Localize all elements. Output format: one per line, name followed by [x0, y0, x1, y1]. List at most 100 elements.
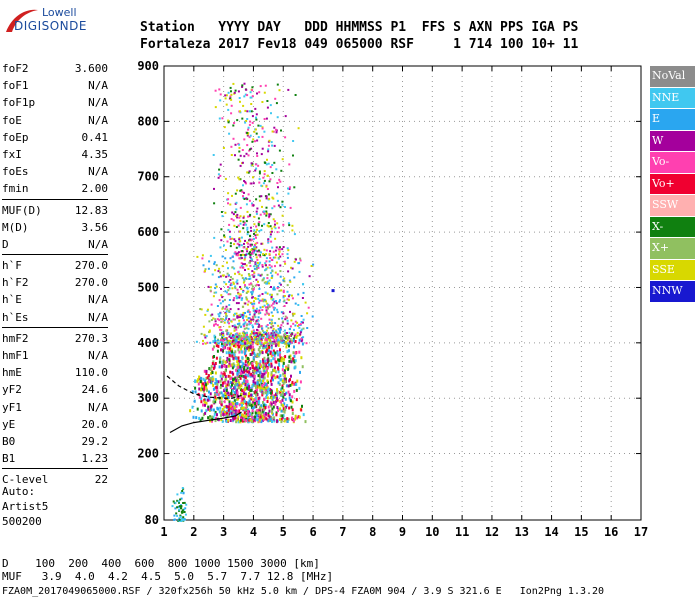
echo-point — [237, 316, 240, 319]
echo-point — [271, 420, 273, 423]
echo-point — [179, 515, 182, 518]
echo-point — [276, 83, 279, 86]
echo-point — [209, 286, 212, 289]
echo-point — [245, 247, 248, 250]
echo-point — [198, 387, 201, 391]
echo-point — [213, 355, 215, 358]
echo-point — [220, 287, 222, 290]
echo-point — [268, 139, 271, 142]
echo-point — [241, 406, 244, 410]
echo-point — [234, 350, 237, 354]
echo-point — [300, 340, 303, 343]
echo-point — [243, 375, 246, 379]
echo-point — [275, 395, 278, 398]
echo-point — [235, 295, 238, 298]
echo-point — [223, 405, 226, 409]
echo-point — [260, 420, 263, 424]
echo-point — [179, 507, 182, 510]
echo-point — [217, 176, 220, 179]
echo-point — [213, 262, 216, 265]
echo-point — [275, 330, 278, 333]
echo-point — [245, 380, 248, 384]
echo-point — [277, 324, 280, 327]
echo-point — [262, 376, 265, 380]
param-label: fxI — [2, 147, 22, 161]
echo-point — [259, 415, 262, 419]
echo-point — [246, 303, 249, 306]
echo-point — [221, 336, 224, 340]
echo-point — [233, 238, 236, 241]
echo-point — [238, 257, 241, 260]
echo-point — [247, 408, 250, 412]
echo-point — [263, 298, 266, 301]
echo-point — [245, 415, 247, 418]
echo-point — [270, 415, 273, 419]
echo-point — [277, 256, 280, 259]
echo-point — [276, 287, 279, 290]
echo-point — [200, 397, 203, 401]
echo-point — [220, 329, 223, 332]
echo-point — [243, 377, 246, 380]
echo-point — [258, 91, 261, 94]
echo-point — [280, 339, 283, 342]
echo-point — [240, 334, 243, 338]
echo-point — [222, 360, 225, 364]
echo-point — [279, 348, 281, 352]
echo-point — [250, 229, 253, 232]
echo-point — [261, 298, 264, 301]
echo-point — [234, 412, 237, 416]
echo-point — [293, 312, 296, 315]
echo-point — [249, 244, 252, 247]
echo-point — [234, 272, 236, 275]
echo-point — [260, 317, 263, 320]
echo-point — [209, 392, 212, 396]
echo-point — [240, 337, 243, 340]
echo-point — [258, 172, 261, 175]
echo-point — [255, 319, 258, 322]
echo-point — [239, 189, 242, 192]
echo-point — [204, 411, 207, 415]
echo-point — [259, 407, 262, 411]
header-values: Fortaleza 2017 Fev18 049 065000 RSF 1 71… — [140, 37, 579, 52]
echo-point — [222, 332, 225, 335]
echo-point — [291, 395, 294, 399]
echo-point — [269, 104, 272, 107]
echo-point — [270, 297, 273, 300]
echo-point — [240, 262, 243, 265]
echo-point — [292, 357, 295, 361]
echo-point — [282, 404, 284, 408]
legend-item-xminus: X- — [650, 216, 695, 237]
echo-point — [220, 418, 223, 422]
echo-point — [268, 180, 271, 183]
echo-point — [260, 195, 263, 198]
echo-point — [258, 195, 261, 198]
echo-point — [304, 301, 307, 304]
echo-point — [259, 254, 261, 257]
echo-point — [245, 292, 248, 294]
echo-point — [227, 408, 230, 412]
echo-point — [242, 227, 245, 230]
echo-point — [276, 311, 279, 314]
echo-point — [226, 409, 229, 413]
echo-point — [290, 333, 293, 336]
footer-distance-row: D 100 200 400 600 800 1000 1500 3000 [km… — [2, 557, 320, 570]
echo-point — [256, 323, 259, 325]
echo-point — [255, 400, 258, 404]
param-row-hf2: h`F2 270.0 — [2, 274, 108, 291]
echo-point — [243, 368, 245, 371]
echo-point — [255, 265, 258, 267]
echo-point — [275, 399, 278, 403]
echo-point — [203, 333, 206, 336]
echo-point — [237, 326, 240, 329]
echo-point — [214, 400, 217, 404]
echo-point — [273, 374, 276, 378]
echo-point — [277, 353, 280, 357]
echo-point — [265, 364, 268, 368]
echo-point — [258, 301, 261, 304]
echo-point — [233, 324, 236, 327]
echo-point — [232, 219, 235, 222]
echo-point — [225, 387, 228, 391]
echo-point — [278, 359, 281, 363]
echo-point — [261, 387, 263, 391]
echo-point — [216, 318, 219, 321]
